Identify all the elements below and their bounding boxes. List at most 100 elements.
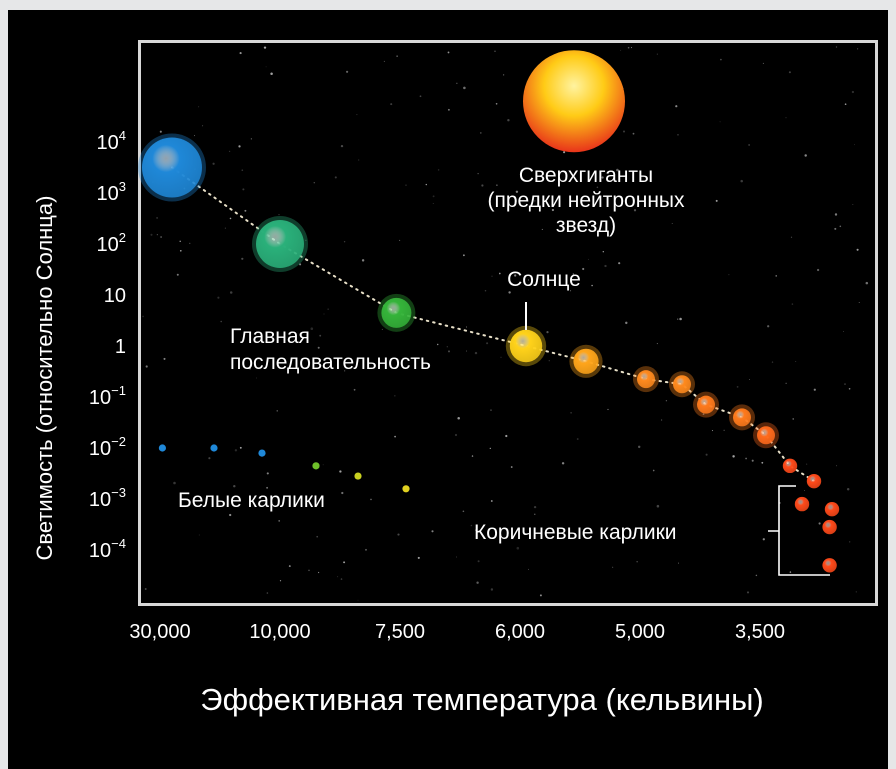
white-dwarfs-point-5 <box>354 472 362 480</box>
background-star <box>471 455 474 457</box>
brown-dwarfs-point-4 <box>824 502 840 517</box>
background-star <box>791 303 794 305</box>
background-star <box>516 546 520 550</box>
background-star <box>198 106 200 108</box>
background-star <box>159 130 162 133</box>
background-star <box>835 46 838 48</box>
background-star <box>751 459 754 462</box>
background-star <box>198 534 200 536</box>
background-star <box>370 498 372 501</box>
y-tick-label: 10−4 <box>89 536 126 562</box>
annotation-supergiants: (предки нейтронных <box>487 189 685 212</box>
background-star <box>396 55 398 57</box>
background-star <box>220 320 222 323</box>
background-star <box>625 321 628 325</box>
background-star <box>322 464 324 466</box>
background-star <box>652 469 655 472</box>
background-star <box>732 455 735 458</box>
background-star <box>466 350 467 352</box>
background-star <box>319 334 322 337</box>
annotation-brown-dwarfs: Коричневые карлики <box>474 521 677 544</box>
background-star <box>858 301 860 303</box>
background-star <box>217 296 220 299</box>
annotation-main-sequence: Главная <box>230 325 310 348</box>
background-star <box>239 446 242 449</box>
background-star <box>551 208 555 212</box>
main-sequence-point-6 <box>637 370 655 389</box>
x-tick-labels: 30,000 10,000 7,500 6,000 5,000 3,500 <box>129 621 785 643</box>
background-star <box>462 510 465 513</box>
background-star <box>572 273 574 275</box>
main-sequence-point-10 <box>757 426 775 445</box>
background-star <box>740 179 743 183</box>
background-star <box>834 213 838 216</box>
background-star <box>746 591 750 594</box>
background-star <box>490 500 493 502</box>
background-star <box>677 318 679 320</box>
background-star <box>276 410 278 412</box>
background-star <box>534 200 536 202</box>
background-star <box>818 522 821 525</box>
background-star <box>762 62 764 64</box>
background-star <box>212 162 215 165</box>
background-star <box>582 267 585 271</box>
background-star <box>463 254 465 257</box>
brown-dwarfs-point-6 <box>822 558 837 573</box>
background-star <box>365 548 367 551</box>
background-star <box>844 103 847 106</box>
main-sequence-point-7 <box>673 375 691 394</box>
background-star <box>548 360 550 362</box>
background-star <box>234 449 238 452</box>
brown-dwarfs-point-1 <box>782 458 798 474</box>
background-star <box>612 566 614 568</box>
background-star <box>340 578 343 580</box>
background-star <box>278 214 280 216</box>
background-star <box>702 413 705 415</box>
background-star <box>656 53 658 55</box>
background-star <box>576 438 579 440</box>
background-star <box>233 484 236 488</box>
background-star <box>457 416 460 420</box>
background-star <box>507 119 510 122</box>
background-star <box>745 457 747 460</box>
background-star <box>728 274 730 276</box>
background-star <box>142 315 144 318</box>
x-tick-label: 30,000 <box>129 621 190 643</box>
background-star <box>495 102 498 105</box>
background-star <box>381 328 383 330</box>
background-star <box>255 377 257 379</box>
annotation-sun: Солнце <box>507 268 581 291</box>
background-star <box>317 346 320 349</box>
background-star <box>785 117 787 119</box>
background-star <box>229 513 232 517</box>
background-star <box>749 378 750 380</box>
main-sequence-point-8 <box>697 395 715 414</box>
background-star <box>323 313 325 315</box>
background-star <box>607 408 609 411</box>
background-star <box>477 173 479 175</box>
background-star <box>775 275 777 277</box>
background-star <box>844 383 846 385</box>
background-star <box>761 461 764 464</box>
background-star <box>498 272 501 275</box>
background-star <box>705 453 708 456</box>
background-star <box>546 331 549 334</box>
background-star <box>515 190 519 193</box>
background-star <box>417 556 420 559</box>
background-star <box>308 569 310 572</box>
background-star <box>767 325 770 328</box>
background-star <box>448 350 450 353</box>
background-star <box>677 134 679 136</box>
background-star <box>436 343 439 346</box>
y-tick-label: 104 <box>97 128 126 154</box>
data-points <box>138 50 840 573</box>
white-dwarfs-point-1 <box>158 444 166 452</box>
background-star <box>229 217 232 220</box>
x-axis-title: Эффективная температура (кельвины) <box>200 682 763 717</box>
background-star <box>795 361 797 362</box>
white-dwarfs-point-2 <box>210 444 218 452</box>
background-star <box>616 168 619 172</box>
background-star <box>163 357 166 360</box>
